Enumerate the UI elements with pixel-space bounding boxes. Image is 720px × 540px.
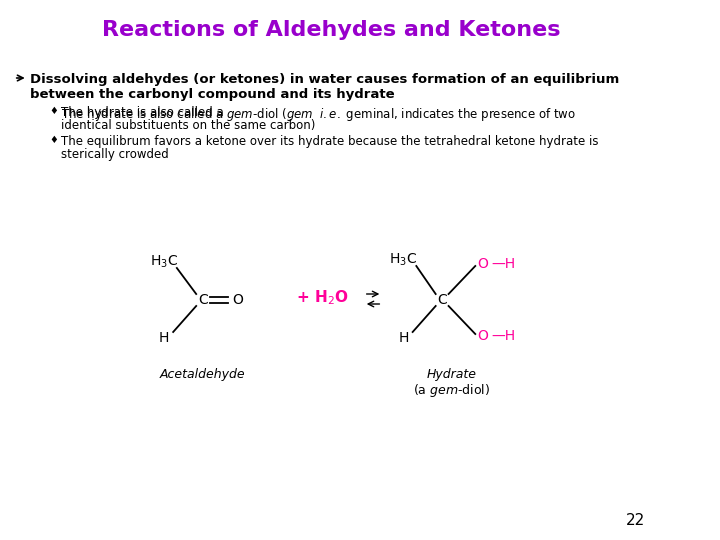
Text: ♦: ♦ xyxy=(49,106,58,116)
Text: C: C xyxy=(198,293,207,307)
Text: H$_3$C: H$_3$C xyxy=(390,252,418,268)
Text: O: O xyxy=(477,329,488,343)
Text: H$_3$C: H$_3$C xyxy=(150,254,178,270)
Text: between the carbonyl compound and its hydrate: between the carbonyl compound and its hy… xyxy=(30,88,395,101)
Text: + H$_2$O: + H$_2$O xyxy=(296,289,348,307)
Text: —H: —H xyxy=(492,329,516,343)
Text: O: O xyxy=(232,293,243,307)
Text: ♦: ♦ xyxy=(49,135,58,145)
Text: The hydrate is also called a $\it{gem}$-diol ($\it{gem}$  $\it{i.e.}$ geminal, i: The hydrate is also called a $\it{gem}$-… xyxy=(60,106,576,123)
Text: H: H xyxy=(398,331,409,345)
Text: Hydrate: Hydrate xyxy=(426,368,477,381)
Text: O: O xyxy=(477,257,488,271)
Text: Acetaldehyde: Acetaldehyde xyxy=(160,368,246,381)
Text: The hydrate is also called a: The hydrate is also called a xyxy=(60,106,228,119)
Text: Reactions of Aldehydes and Ketones: Reactions of Aldehydes and Ketones xyxy=(102,20,561,40)
Text: sterically crowded: sterically crowded xyxy=(60,148,168,161)
Text: 22: 22 xyxy=(626,513,644,528)
Text: C: C xyxy=(437,293,447,307)
Text: Dissolving aldehydes (or ketones) in water causes formation of an equilibrium: Dissolving aldehydes (or ketones) in wat… xyxy=(30,73,620,86)
Text: —H: —H xyxy=(492,257,516,271)
Text: The equilibrum favors a ketone over its hydrate because the tetrahedral ketone h: The equilibrum favors a ketone over its … xyxy=(60,135,598,148)
Text: (a $\it{gem}$-diol): (a $\it{gem}$-diol) xyxy=(413,382,490,399)
Text: H: H xyxy=(159,331,169,345)
Text: identical substituents on the same carbon): identical substituents on the same carbo… xyxy=(60,119,315,132)
